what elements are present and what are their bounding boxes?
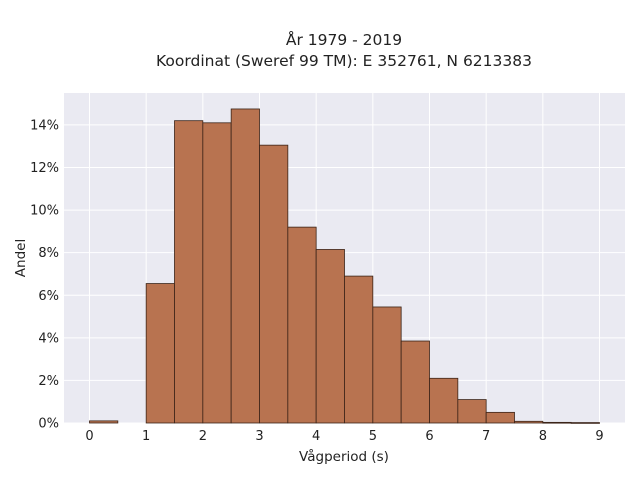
chart-title-line1: År 1979 - 2019 — [286, 30, 402, 49]
x-tick-label: 1 — [142, 429, 150, 444]
histogram-bar — [400, 340, 430, 424]
histogram-bar — [372, 306, 402, 424]
x-tick-label: 4 — [312, 429, 320, 444]
histogram-bar — [315, 249, 345, 424]
y-axis-ticks: 0% 2% 4% 6% 8% 10% 12% 14% — [30, 118, 59, 431]
histogram-bar — [287, 226, 317, 424]
y-axis-label: Andel — [13, 239, 29, 277]
y-tick-label: 8% — [38, 246, 59, 261]
y-tick-label: 0% — [38, 417, 59, 432]
chart-title-line2: Koordinat (Sweref 99 TM): E 352761, N 62… — [156, 52, 532, 70]
x-tick-label: 7 — [482, 429, 490, 444]
histogram-bar — [344, 275, 374, 424]
histogram-bar — [202, 122, 232, 424]
y-tick-label: 14% — [30, 118, 59, 133]
x-tick-label: 2 — [199, 429, 207, 444]
histogram-bar — [514, 420, 544, 424]
histogram-bar — [485, 411, 515, 424]
histogram-bar — [570, 422, 600, 424]
histogram-bar — [542, 421, 572, 424]
histogram-bar — [89, 420, 119, 424]
y-tick-label: 10% — [30, 204, 59, 219]
x-axis-ticks: 0 1 2 3 4 5 6 7 8 9 — [85, 429, 603, 444]
histogram-bar — [230, 108, 260, 424]
x-tick-label: 8 — [539, 429, 547, 444]
x-tick-label: 5 — [369, 429, 377, 444]
histogram-bar — [259, 144, 289, 424]
histogram-bar — [174, 120, 204, 424]
histogram-bar — [457, 399, 487, 424]
histogram-bars — [89, 108, 600, 424]
x-tick-label: 9 — [595, 429, 603, 444]
y-tick-label: 12% — [30, 161, 59, 176]
y-tick-label: 4% — [38, 331, 59, 346]
x-tick-label: 0 — [85, 429, 93, 444]
x-tick-label: 3 — [255, 429, 263, 444]
y-tick-label: 2% — [38, 374, 59, 389]
x-tick-label: 6 — [425, 429, 433, 444]
histogram-bar — [429, 377, 459, 424]
histogram-bar — [145, 283, 175, 424]
y-tick-label: 6% — [38, 289, 59, 304]
x-axis-label: Vågperiod (s) — [299, 448, 389, 465]
